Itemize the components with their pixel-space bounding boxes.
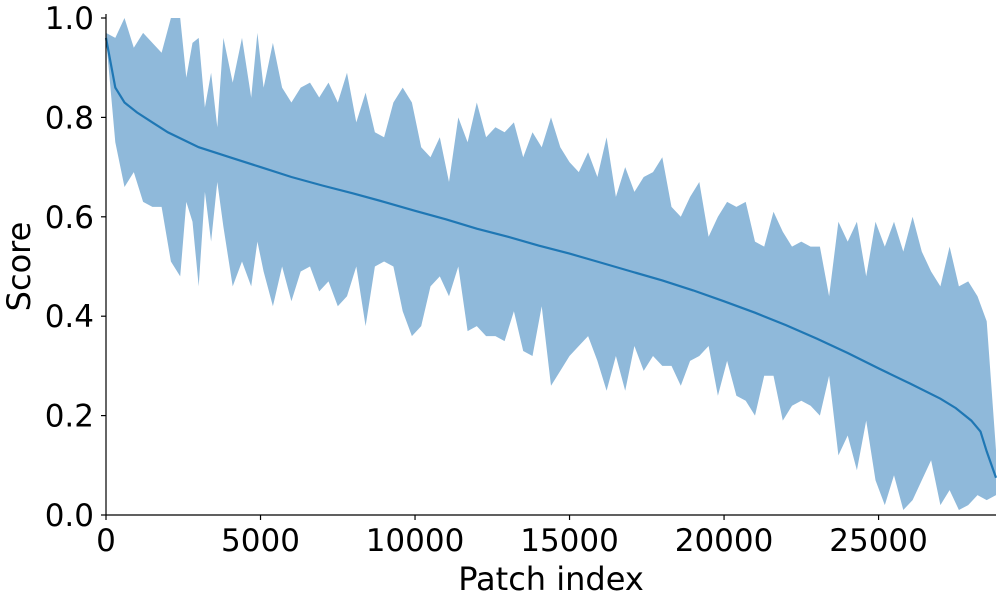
y-tick-label: 0.6 <box>45 200 94 236</box>
tick-layer: 0 5000 10000 15000 20000 25000 0.0 0.2 0.4 0.6 0.8… <box>45 1 928 559</box>
x-tick-label: 25000 <box>829 523 928 559</box>
y-axis-label: Score <box>0 222 38 312</box>
x-tick-label: 10000 <box>366 523 465 559</box>
y-tick-label: 0.2 <box>45 399 94 435</box>
mean-score-line <box>104 37 998 479</box>
y-tick-label: 1.0 <box>45 1 94 37</box>
x-tick-label: 20000 <box>675 523 774 559</box>
axes <box>105 14 996 516</box>
y-tick-label: 0.4 <box>45 299 94 335</box>
y-tick-label: 0.8 <box>45 100 94 136</box>
x-tick-label: 0 <box>96 523 116 559</box>
mean-score-line-layer <box>104 37 998 479</box>
score-range-band <box>106 18 996 510</box>
score-range-band-layer <box>106 18 996 510</box>
x-tick-label: 15000 <box>520 523 619 559</box>
x-tick-label: 5000 <box>221 523 300 559</box>
y-tick-label: 0.0 <box>45 498 94 534</box>
x-axis-label: Patch index <box>458 560 644 598</box>
